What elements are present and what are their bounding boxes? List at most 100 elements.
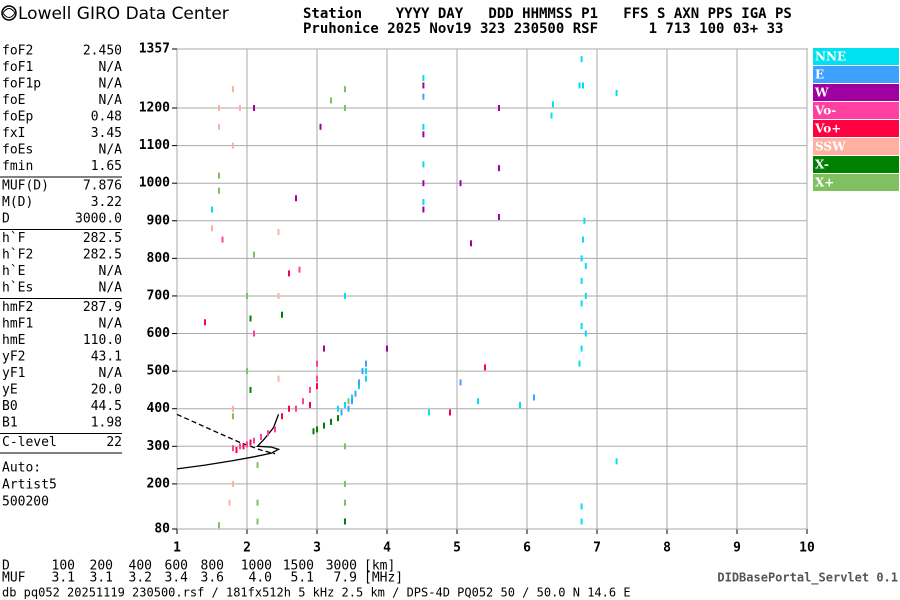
echo-point [550, 112, 553, 119]
param-value: 3000.0 [75, 212, 122, 227]
echo-point [211, 225, 213, 232]
echo-point [218, 522, 220, 529]
echo-point [477, 398, 479, 405]
echo-point [582, 236, 584, 243]
legend: NNE EW Vo- Vo+ SSW X- X+ [813, 48, 899, 191]
echo-point [344, 401, 346, 408]
echo-point [358, 379, 360, 386]
echo-point [580, 518, 583, 525]
legend-label: SSW [815, 140, 846, 154]
echo-point [422, 198, 425, 205]
echo-point [347, 398, 350, 405]
echo-point [498, 105, 500, 112]
echo-point [232, 405, 234, 412]
param-value: N/A [99, 264, 123, 279]
legend-swatch [813, 66, 899, 83]
param-value: 282.5 [83, 231, 122, 246]
x-tick-label: 7 [593, 541, 601, 556]
x-tick-label: 10 [799, 541, 815, 556]
echo-point [351, 398, 353, 405]
legend-label: X- [815, 158, 829, 172]
x-tick-label: 8 [663, 541, 671, 556]
echo-point [218, 172, 220, 179]
param-name: hmF2 [2, 300, 33, 315]
echo-point [354, 390, 357, 397]
header-row: Pruhonice 2025 Nov19 323 230500 RSF 1 71… [303, 21, 783, 37]
echo-point [422, 93, 425, 100]
y-tick-label: 900 [147, 213, 171, 228]
echo-point [218, 123, 220, 130]
row-value: 3.6 [201, 571, 224, 586]
echo-point [211, 206, 213, 213]
echo-point [351, 394, 353, 401]
param-name: hmE [2, 333, 25, 348]
echo-point [288, 270, 290, 277]
param-name: foF2 [2, 44, 33, 59]
row-value: 7.9 [334, 571, 357, 586]
echo-point [580, 503, 583, 510]
echo-point [323, 345, 325, 352]
param-name: M(D) [2, 195, 33, 210]
echo-point [484, 364, 486, 371]
echo-point [246, 292, 248, 299]
echo-point [232, 480, 234, 487]
legend-label: W [814, 86, 829, 100]
echo-point [580, 56, 583, 63]
plot-frame [176, 48, 808, 530]
echo-point [309, 401, 311, 408]
param-name: B0 [2, 399, 18, 414]
param-value: N/A [99, 366, 123, 381]
legend-swatch [813, 174, 899, 191]
param-name: h`E [2, 264, 25, 279]
echo-point [470, 240, 472, 247]
legend-swatch [813, 48, 899, 65]
legend-label: X+ [815, 176, 834, 190]
echo-point [615, 458, 618, 465]
x-tick-label: 4 [383, 541, 391, 556]
echo-point [232, 413, 234, 420]
param-name: foEs [2, 143, 33, 158]
echo-point [253, 437, 255, 444]
param-value: 3.45 [91, 126, 122, 141]
echo-point [459, 180, 462, 187]
row-value: 600 [165, 559, 188, 574]
echo-point [422, 180, 425, 187]
row-value: 400 [129, 559, 152, 574]
param-name: B1 [2, 416, 18, 431]
echo-point [615, 89, 618, 96]
echo-point [242, 443, 245, 450]
param-value: 20.0 [91, 383, 122, 398]
profile-curve [176, 413, 276, 455]
legend-swatch [813, 156, 899, 173]
echo-point [316, 383, 318, 390]
echo-point [365, 360, 367, 367]
row-value: 3.4 [165, 571, 189, 586]
logo [1, 5, 17, 21]
x-tick-label: 1 [173, 541, 181, 556]
y-tick-label: 1000 [139, 176, 170, 191]
echo-point [422, 131, 425, 138]
echo-point [319, 123, 322, 130]
x-tick-label: 6 [523, 541, 531, 556]
echo-point [330, 418, 332, 425]
echo-point [344, 292, 346, 299]
legend-label: E [815, 68, 824, 82]
echo-point [267, 430, 269, 437]
legend-label: Vo+ [814, 122, 841, 136]
echo-point [253, 330, 255, 337]
echo-point [256, 518, 259, 525]
param-value: N/A [99, 77, 123, 92]
echo-point [428, 409, 430, 416]
echo-point [344, 443, 346, 450]
echo-point [239, 105, 241, 112]
param-name: yF2 [2, 350, 25, 365]
legend-swatch [813, 138, 899, 155]
echo-point [519, 401, 521, 408]
auto-line: Artist5 [2, 478, 57, 493]
echo-point [316, 375, 318, 382]
row-value: 3000 [326, 559, 357, 574]
echo-point [256, 499, 259, 506]
echo-point [344, 499, 346, 506]
param-name: fxI [2, 126, 25, 141]
param-name: h`F [2, 231, 26, 246]
